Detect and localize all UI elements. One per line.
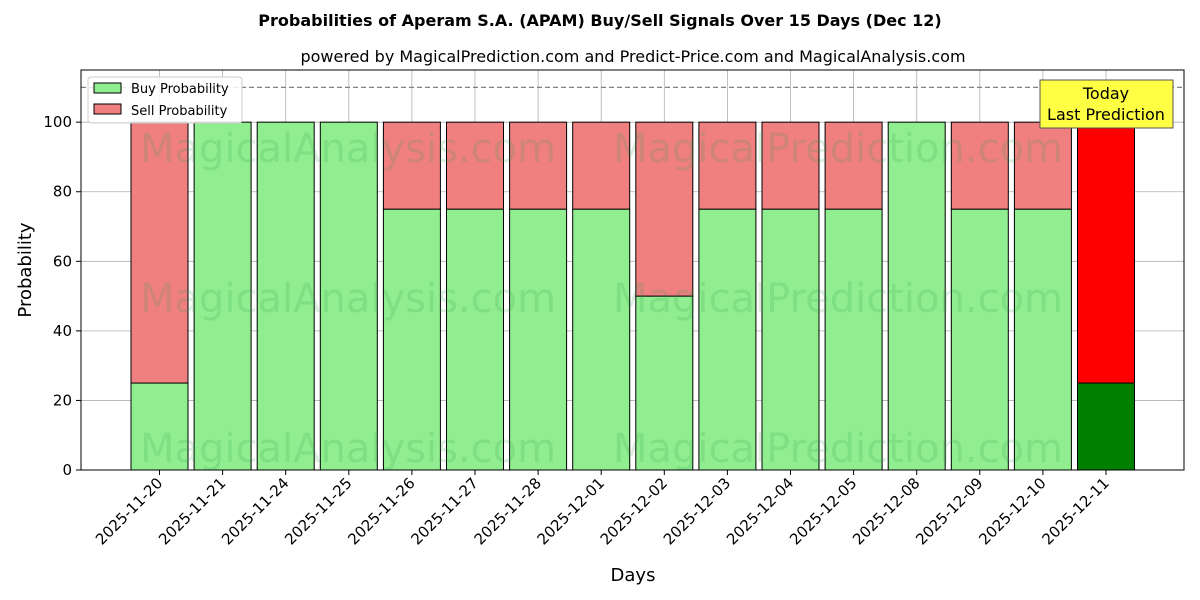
x-tick-label: 2025-11-20 bbox=[92, 474, 166, 548]
chart-subtitle: powered by MagicalPrediction.com and Pre… bbox=[300, 47, 965, 66]
legend-label-sell: Sell Probability bbox=[131, 104, 228, 119]
watermark-text: MagicalAnalysis.com bbox=[140, 276, 556, 322]
y-tick-label: 60 bbox=[53, 252, 72, 270]
bars bbox=[130, 121, 1135, 471]
legend: Buy Probability Sell Probability bbox=[87, 76, 243, 124]
bar-buy-2025-12-08 bbox=[887, 121, 946, 471]
x-tick-label: 2025-11-25 bbox=[281, 474, 355, 548]
bar-buy-2025-12-09 bbox=[950, 208, 1009, 471]
today-annotation: Today Last Prediction bbox=[1039, 79, 1174, 129]
bar-sell-2025-11-20 bbox=[130, 121, 189, 384]
today-annotation-line2: Last Prediction bbox=[1047, 105, 1165, 124]
y-axis-label: Probability bbox=[15, 222, 36, 317]
x-tick-label: 2025-11-24 bbox=[218, 474, 292, 548]
x-tick-label: 2025-11-28 bbox=[471, 474, 545, 548]
x-tick-label: 2025-12-08 bbox=[849, 474, 923, 548]
x-tick-label: 2025-11-27 bbox=[407, 474, 481, 548]
x-tick-label: 2025-12-11 bbox=[1038, 474, 1112, 548]
x-tick-label: 2025-12-02 bbox=[597, 474, 671, 548]
bar-sell-2025-11-28 bbox=[509, 121, 568, 210]
x-tick-label: 2025-12-05 bbox=[786, 474, 860, 548]
x-tick-label: 2025-12-04 bbox=[723, 474, 797, 548]
bar-buy-2025-12-10 bbox=[1013, 208, 1072, 471]
bar-sell-2025-11-26 bbox=[382, 121, 441, 210]
legend-swatch-buy bbox=[93, 82, 122, 94]
x-tick-label: 2025-12-09 bbox=[912, 474, 986, 548]
bar-sell-2025-12-03 bbox=[698, 121, 757, 210]
today-annotation-line1: Today bbox=[1082, 84, 1129, 103]
bar-buy-2025-12-05 bbox=[824, 208, 883, 471]
watermark-text: MagicalAnalysis.com bbox=[140, 126, 556, 172]
y-tick-label: 0 bbox=[62, 461, 72, 479]
x-tick-label: 2025-12-03 bbox=[660, 474, 734, 548]
bar-buy-2025-11-21 bbox=[193, 121, 252, 471]
bar-sell-2025-12-09 bbox=[950, 121, 1009, 210]
bar-buy-2025-11-24 bbox=[256, 121, 315, 471]
watermark-text: MagicalPrediction.com bbox=[613, 276, 1063, 322]
y-axis-ticks: 0 20 40 60 80 100 bbox=[43, 113, 81, 479]
bar-buy-2025-11-25 bbox=[319, 121, 378, 471]
bar-sell-2025-12-01 bbox=[572, 121, 631, 210]
bar-sell-2025-12-02 bbox=[635, 121, 694, 297]
plot-frame bbox=[80, 69, 1185, 471]
x-axis-ticks: 2025-11-202025-11-212025-11-242025-11-25… bbox=[92, 470, 1113, 548]
y-tick-label: 100 bbox=[43, 113, 72, 131]
x-tick-label: 2025-12-01 bbox=[534, 474, 608, 548]
legend-swatch-sell bbox=[93, 103, 122, 115]
legend-box bbox=[87, 76, 243, 124]
bar-sell-2025-11-27 bbox=[446, 121, 504, 210]
bar-buy-2025-12-04 bbox=[761, 208, 820, 471]
today-annotation-box bbox=[1039, 79, 1174, 129]
y-tick-label: 20 bbox=[53, 391, 72, 409]
bar-buy-2025-11-28 bbox=[509, 208, 568, 471]
bar-sell-2025-12-11 bbox=[1077, 121, 1135, 384]
bar-buy-2025-12-03 bbox=[698, 208, 757, 471]
bar-sell-2025-12-04 bbox=[761, 121, 820, 210]
legend-label-buy: Buy Probability bbox=[131, 82, 229, 97]
x-tick-label: 2025-11-21 bbox=[155, 474, 229, 548]
watermark-text: MagicalPrediction.com bbox=[613, 426, 1063, 472]
x-tick-label: 2025-11-26 bbox=[344, 474, 418, 548]
y-tick-label: 40 bbox=[53, 322, 72, 340]
y-tick-label: 80 bbox=[53, 183, 72, 201]
bar-sell-2025-12-10 bbox=[1013, 121, 1072, 210]
x-tick-label: 2025-12-10 bbox=[975, 474, 1049, 548]
bar-buy-2025-11-26 bbox=[382, 208, 441, 471]
bar-buy-2025-12-01 bbox=[572, 208, 631, 471]
x-axis-label: Days bbox=[611, 565, 656, 586]
watermarks: MagicalAnalysis.com MagicalPrediction.com… bbox=[140, 126, 1063, 472]
bar-sell-2025-12-05 bbox=[824, 121, 883, 210]
chart-title: Probabilities of Aperam S.A. (APAM) Buy/… bbox=[258, 11, 941, 30]
bar-buy-2025-12-02 bbox=[635, 295, 694, 471]
watermark-text: MagicalPrediction.com bbox=[613, 126, 1063, 172]
watermark-text: MagicalAnalysis.com bbox=[140, 426, 556, 472]
bar-buy-2025-12-11 bbox=[1077, 382, 1135, 471]
